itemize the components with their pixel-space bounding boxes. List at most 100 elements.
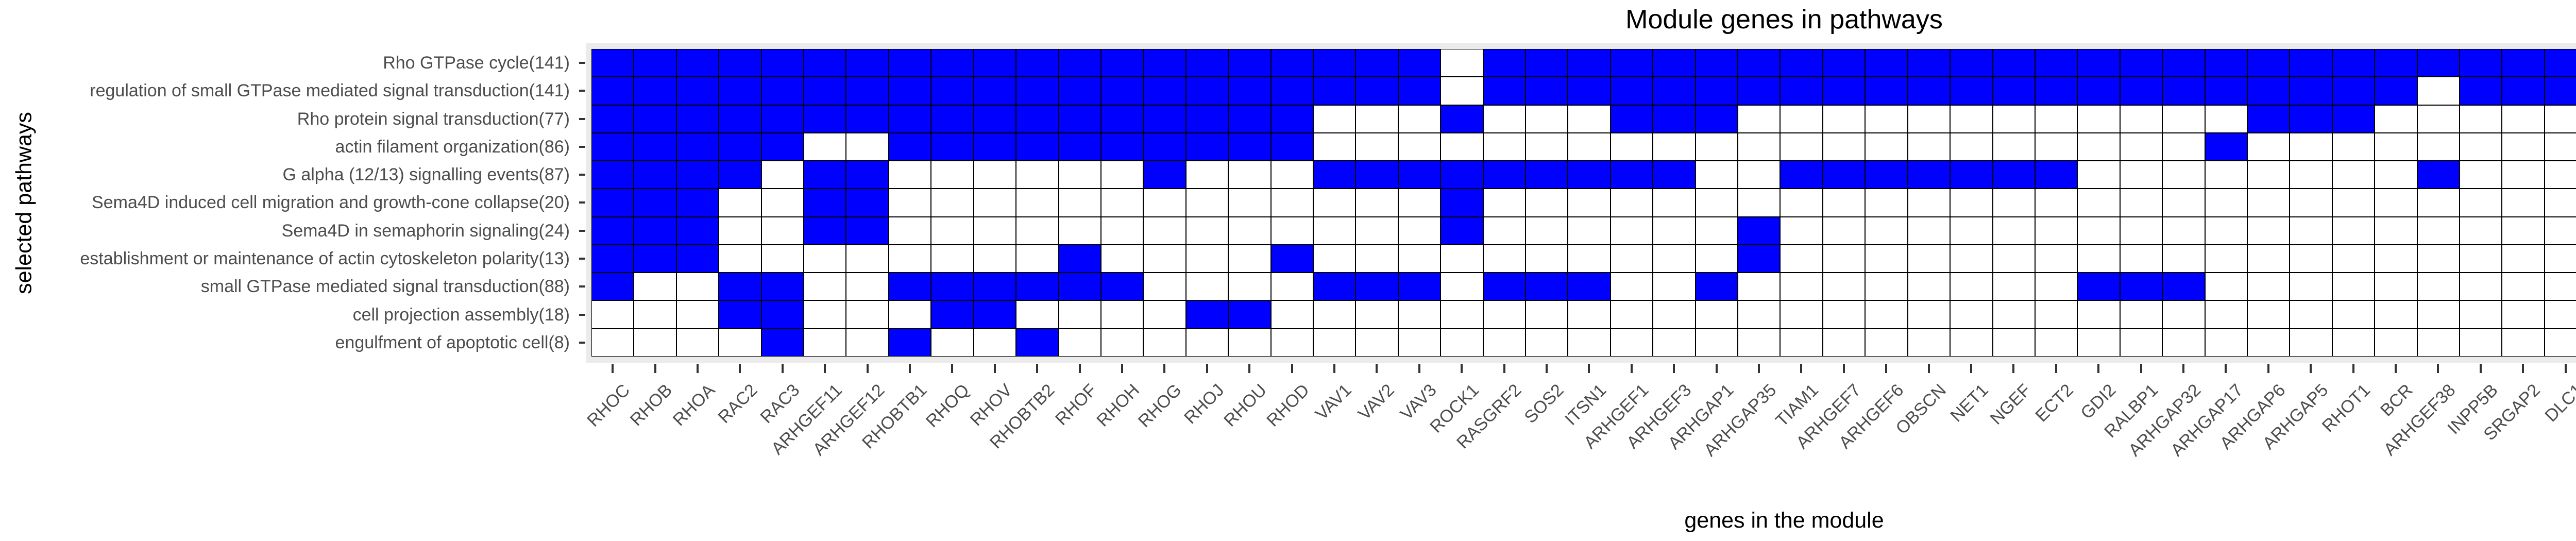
heatmap-cell (1950, 273, 1993, 301)
heatmap-cell (973, 328, 1016, 357)
heatmap-cell (1185, 328, 1229, 357)
heatmap-cell (2332, 132, 2375, 161)
heatmap-cell (761, 49, 804, 77)
heatmap-cell (1483, 328, 1526, 357)
x-tick (2310, 364, 2312, 373)
heatmap-cell (1185, 77, 1229, 105)
heatmap-cell (1058, 273, 1101, 301)
heatmap-cell (1143, 244, 1186, 273)
heatmap-cell (2247, 105, 2290, 133)
heatmap-cell (1440, 161, 1483, 189)
heatmap-cell (2205, 105, 2248, 133)
heatmap-cell (1822, 189, 1866, 217)
heatmap-cell (1695, 132, 1738, 161)
heatmap-cell (2247, 49, 2290, 77)
heatmap-cell (761, 189, 804, 217)
heatmap-cell (2290, 105, 2332, 133)
heatmap-cell (1016, 244, 1059, 273)
heatmap-cell (1483, 132, 1526, 161)
heatmap-cell (634, 132, 676, 161)
heatmap-cell (804, 328, 846, 357)
heatmap-cell (1907, 244, 1951, 273)
heatmap-cell (1483, 300, 1526, 329)
heatmap-cell (1143, 77, 1186, 105)
heatmap-cell (2035, 49, 2078, 77)
heatmap-cell (1950, 161, 1993, 189)
heatmap-cell (1270, 300, 1313, 329)
heatmap-cell (1016, 273, 1059, 301)
x-axis-title: genes in the module (1684, 508, 1884, 533)
heatmap-cell (2077, 300, 2120, 329)
heatmap-cell (634, 273, 676, 301)
heatmap-cell (676, 77, 719, 105)
heatmap-cell (1695, 189, 1738, 217)
heatmap-cell (2162, 216, 2205, 245)
heatmap-cell (2205, 328, 2248, 357)
x-tick-label: RHOQ (922, 380, 974, 431)
heatmap-cell (1992, 77, 2035, 105)
heatmap-cell (2375, 216, 2417, 245)
heatmap-cell (1695, 244, 1738, 273)
heatmap-cell (591, 105, 634, 133)
heatmap-cell (2544, 273, 2576, 301)
heatmap-cell (1058, 328, 1101, 357)
heatmap-cell (2290, 328, 2332, 357)
heatmap-cell (1865, 105, 1908, 133)
heatmap-cell (1526, 216, 1568, 245)
heatmap-cell (2247, 77, 2290, 105)
y-tick (579, 117, 585, 120)
x-tick (1970, 364, 1972, 373)
heatmap-cell (1780, 132, 1823, 161)
heatmap-cell (2375, 49, 2417, 77)
heatmap-cell (1185, 189, 1229, 217)
heatmap-cell (1865, 77, 1908, 105)
heatmap-cell (1526, 244, 1568, 273)
heatmap-cell (1440, 216, 1483, 245)
heatmap-cell (2417, 328, 2460, 357)
x-tick-label: VAV1 (1312, 380, 1355, 424)
heatmap-cell (1950, 300, 1993, 329)
heatmap-cell (2120, 132, 2163, 161)
x-tick (1673, 364, 1675, 373)
heatmap-cell (1526, 132, 1568, 161)
heatmap-cell (931, 77, 974, 105)
heatmap-cell (1143, 300, 1186, 329)
heatmap-cell (1738, 49, 1781, 77)
heatmap-cell (2205, 189, 2248, 217)
heatmap-cell (1398, 161, 1441, 189)
heatmap-cell (1526, 328, 1568, 357)
heatmap-cell (1313, 161, 1356, 189)
heatmap-cell (1695, 49, 1738, 77)
heatmap-cell (973, 105, 1016, 133)
heatmap-cell (2502, 216, 2545, 245)
heatmap-cell (1822, 132, 1866, 161)
heatmap-cell (1440, 132, 1483, 161)
heatmap-cell (846, 328, 889, 357)
heatmap-cell (1185, 105, 1229, 133)
heatmap-cell (719, 189, 761, 217)
heatmap-cell (1143, 216, 1186, 245)
x-tick (1121, 364, 1123, 373)
heatmap-cell (1907, 189, 1951, 217)
heatmap-cell (1653, 273, 1696, 301)
heatmap-cell (2460, 244, 2502, 273)
heatmap-cell (1738, 77, 1781, 105)
heatmap-cell (1313, 300, 1356, 329)
heatmap-cell (1780, 77, 1823, 105)
heatmap-cell (1653, 132, 1696, 161)
heatmap-cell (2332, 77, 2375, 105)
heatmap-cell (634, 300, 676, 329)
y-tick-label: engulfment of apoptotic cell(8) (335, 332, 570, 352)
heatmap-cell (2247, 244, 2290, 273)
heatmap-cell (676, 49, 719, 77)
heatmap-cell (1483, 77, 1526, 105)
heatmap-cell (1695, 161, 1738, 189)
heatmap-cell (973, 273, 1016, 301)
heatmap-cell (1228, 49, 1271, 77)
heatmap-cell (2247, 161, 2290, 189)
heatmap-cell (888, 273, 931, 301)
heatmap-cell (2332, 216, 2375, 245)
heatmap-cell (1228, 132, 1271, 161)
x-tick (1758, 364, 1760, 373)
heatmap-cell (846, 132, 889, 161)
